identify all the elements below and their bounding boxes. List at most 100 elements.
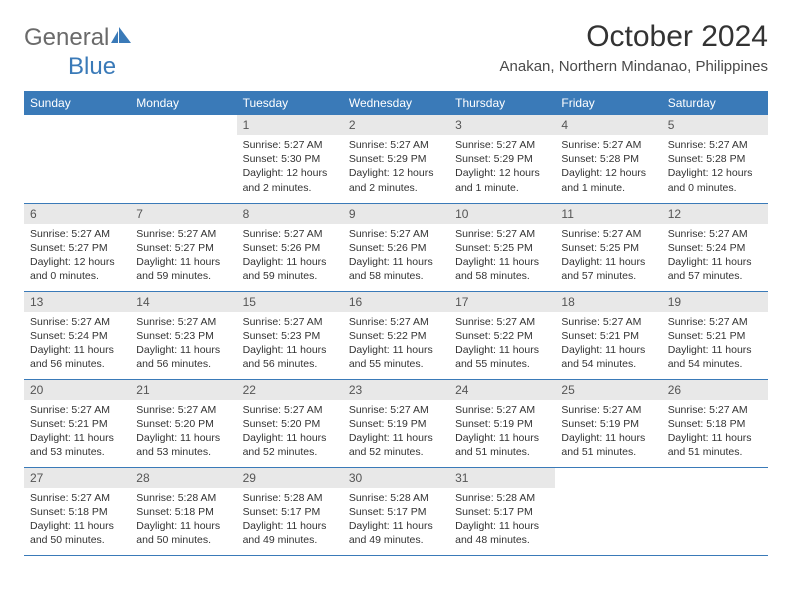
day-number: 4 (555, 115, 661, 135)
calendar-row: 27Sunrise: 5:27 AMSunset: 5:18 PMDayligh… (24, 467, 768, 555)
day-content: Sunrise: 5:27 AMSunset: 5:26 PMDaylight:… (343, 224, 449, 289)
day-number: 26 (662, 380, 768, 400)
day-content: Sunrise: 5:27 AMSunset: 5:21 PMDaylight:… (662, 312, 768, 377)
day-content: Sunrise: 5:27 AMSunset: 5:22 PMDaylight:… (449, 312, 555, 377)
day-content: Sunrise: 5:27 AMSunset: 5:25 PMDaylight:… (449, 224, 555, 289)
calendar-cell: 14Sunrise: 5:27 AMSunset: 5:23 PMDayligh… (130, 291, 236, 379)
day-number: 1 (237, 115, 343, 135)
calendar-cell: 9Sunrise: 5:27 AMSunset: 5:26 PMDaylight… (343, 203, 449, 291)
day-content: Sunrise: 5:27 AMSunset: 5:27 PMDaylight:… (24, 224, 130, 289)
day-content: Sunrise: 5:27 AMSunset: 5:19 PMDaylight:… (449, 400, 555, 465)
calendar-cell: 15Sunrise: 5:27 AMSunset: 5:23 PMDayligh… (237, 291, 343, 379)
day-content: Sunrise: 5:28 AMSunset: 5:17 PMDaylight:… (343, 488, 449, 553)
calendar-cell: 1Sunrise: 5:27 AMSunset: 5:30 PMDaylight… (237, 115, 343, 203)
calendar-cell: 17Sunrise: 5:27 AMSunset: 5:22 PMDayligh… (449, 291, 555, 379)
day-number: 14 (130, 292, 236, 312)
calendar-cell: 6Sunrise: 5:27 AMSunset: 5:27 PMDaylight… (24, 203, 130, 291)
logo-icon (111, 27, 133, 50)
calendar-cell: 4Sunrise: 5:27 AMSunset: 5:28 PMDaylight… (555, 115, 661, 203)
day-number: 8 (237, 204, 343, 224)
day-content: Sunrise: 5:27 AMSunset: 5:24 PMDaylight:… (24, 312, 130, 377)
calendar-cell: 29Sunrise: 5:28 AMSunset: 5:17 PMDayligh… (237, 467, 343, 555)
day-number: 29 (237, 468, 343, 488)
day-number: 11 (555, 204, 661, 224)
calendar-cell: 31Sunrise: 5:28 AMSunset: 5:17 PMDayligh… (449, 467, 555, 555)
calendar-row: 6Sunrise: 5:27 AMSunset: 5:27 PMDaylight… (24, 203, 768, 291)
day-number: 19 (662, 292, 768, 312)
day-content: Sunrise: 5:27 AMSunset: 5:29 PMDaylight:… (343, 135, 449, 200)
day-content: Sunrise: 5:27 AMSunset: 5:28 PMDaylight:… (555, 135, 661, 200)
day-content: Sunrise: 5:27 AMSunset: 5:28 PMDaylight:… (662, 135, 768, 200)
weekday-header: Monday (130, 91, 236, 115)
calendar-cell: 5Sunrise: 5:27 AMSunset: 5:28 PMDaylight… (662, 115, 768, 203)
calendar-row: 13Sunrise: 5:27 AMSunset: 5:24 PMDayligh… (24, 291, 768, 379)
day-number: 2 (343, 115, 449, 135)
calendar-cell: 25Sunrise: 5:27 AMSunset: 5:19 PMDayligh… (555, 379, 661, 467)
weekday-header: Tuesday (237, 91, 343, 115)
day-number: 21 (130, 380, 236, 400)
calendar-cell: 26Sunrise: 5:27 AMSunset: 5:18 PMDayligh… (662, 379, 768, 467)
day-content: Sunrise: 5:27 AMSunset: 5:18 PMDaylight:… (662, 400, 768, 465)
day-content: Sunrise: 5:27 AMSunset: 5:25 PMDaylight:… (555, 224, 661, 289)
calendar-cell: 12Sunrise: 5:27 AMSunset: 5:24 PMDayligh… (662, 203, 768, 291)
day-content: Sunrise: 5:27 AMSunset: 5:19 PMDaylight:… (555, 400, 661, 465)
calendar-cell: 28Sunrise: 5:28 AMSunset: 5:18 PMDayligh… (130, 467, 236, 555)
calendar-cell: 19Sunrise: 5:27 AMSunset: 5:21 PMDayligh… (662, 291, 768, 379)
logo-text-b: Blue (68, 53, 116, 81)
weekday-row: SundayMondayTuesdayWednesdayThursdayFrid… (24, 91, 768, 115)
day-number: 22 (237, 380, 343, 400)
day-content: Sunrise: 5:27 AMSunset: 5:19 PMDaylight:… (343, 400, 449, 465)
location: Anakan, Northern Mindanao, Philippines (500, 58, 769, 75)
day-content: Sunrise: 5:28 AMSunset: 5:17 PMDaylight:… (449, 488, 555, 553)
day-number: 13 (24, 292, 130, 312)
month-title: October 2024 (500, 20, 769, 54)
day-content: Sunrise: 5:27 AMSunset: 5:18 PMDaylight:… (24, 488, 130, 553)
day-content: Sunrise: 5:27 AMSunset: 5:20 PMDaylight:… (130, 400, 236, 465)
calendar-table: SundayMondayTuesdayWednesdayThursdayFrid… (24, 91, 768, 556)
calendar-cell (662, 467, 768, 555)
weekday-header: Saturday (662, 91, 768, 115)
day-content: Sunrise: 5:27 AMSunset: 5:30 PMDaylight:… (237, 135, 343, 200)
day-content: Sunrise: 5:27 AMSunset: 5:23 PMDaylight:… (130, 312, 236, 377)
day-number: 5 (662, 115, 768, 135)
calendar-cell (24, 115, 130, 203)
weekday-header: Wednesday (343, 91, 449, 115)
day-content: Sunrise: 5:27 AMSunset: 5:21 PMDaylight:… (555, 312, 661, 377)
calendar-cell: 18Sunrise: 5:27 AMSunset: 5:21 PMDayligh… (555, 291, 661, 379)
logo-text-a: General (24, 24, 109, 52)
calendar-body: 1Sunrise: 5:27 AMSunset: 5:30 PMDaylight… (24, 115, 768, 555)
day-number: 24 (449, 380, 555, 400)
day-number: 18 (555, 292, 661, 312)
calendar-cell: 7Sunrise: 5:27 AMSunset: 5:27 PMDaylight… (130, 203, 236, 291)
calendar-cell: 23Sunrise: 5:27 AMSunset: 5:19 PMDayligh… (343, 379, 449, 467)
day-number: 12 (662, 204, 768, 224)
day-number: 23 (343, 380, 449, 400)
calendar-cell: 27Sunrise: 5:27 AMSunset: 5:18 PMDayligh… (24, 467, 130, 555)
day-number: 10 (449, 204, 555, 224)
calendar-row: 1Sunrise: 5:27 AMSunset: 5:30 PMDaylight… (24, 115, 768, 203)
day-number: 30 (343, 468, 449, 488)
weekday-header: Sunday (24, 91, 130, 115)
day-number: 27 (24, 468, 130, 488)
day-content: Sunrise: 5:28 AMSunset: 5:17 PMDaylight:… (237, 488, 343, 553)
calendar-cell: 16Sunrise: 5:27 AMSunset: 5:22 PMDayligh… (343, 291, 449, 379)
calendar-cell: 11Sunrise: 5:27 AMSunset: 5:25 PMDayligh… (555, 203, 661, 291)
calendar-cell: 8Sunrise: 5:27 AMSunset: 5:26 PMDaylight… (237, 203, 343, 291)
day-number: 25 (555, 380, 661, 400)
calendar-cell: 2Sunrise: 5:27 AMSunset: 5:29 PMDaylight… (343, 115, 449, 203)
day-number: 20 (24, 380, 130, 400)
day-content: Sunrise: 5:27 AMSunset: 5:27 PMDaylight:… (130, 224, 236, 289)
day-number: 3 (449, 115, 555, 135)
day-number: 16 (343, 292, 449, 312)
title-block: October 2024 Anakan, Northern Mindanao, … (500, 20, 769, 75)
calendar-row: 20Sunrise: 5:27 AMSunset: 5:21 PMDayligh… (24, 379, 768, 467)
day-content: Sunrise: 5:27 AMSunset: 5:20 PMDaylight:… (237, 400, 343, 465)
logo: General (24, 24, 135, 52)
day-content: Sunrise: 5:27 AMSunset: 5:23 PMDaylight:… (237, 312, 343, 377)
day-content: Sunrise: 5:28 AMSunset: 5:18 PMDaylight:… (130, 488, 236, 553)
day-number: 9 (343, 204, 449, 224)
day-number: 28 (130, 468, 236, 488)
day-content: Sunrise: 5:27 AMSunset: 5:29 PMDaylight:… (449, 135, 555, 200)
day-content: Sunrise: 5:27 AMSunset: 5:24 PMDaylight:… (662, 224, 768, 289)
day-number: 15 (237, 292, 343, 312)
